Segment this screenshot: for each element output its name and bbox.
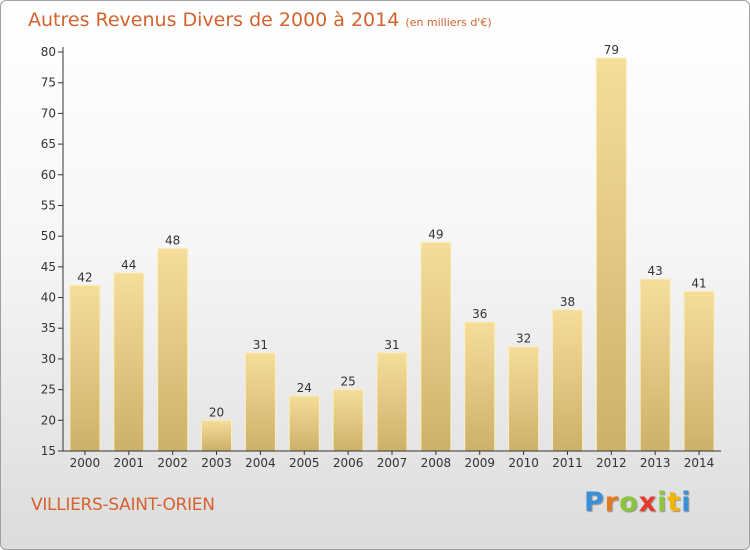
data-label: 44: [121, 258, 136, 272]
logo-letter: i: [657, 487, 668, 518]
x-tick-label: 2004: [245, 456, 276, 470]
x-tick-label: 2013: [640, 456, 671, 470]
chart-unit-label: (en milliers d'€): [405, 16, 492, 29]
x-tick-label: 2009: [464, 456, 495, 470]
chart-title-text: Autres Revenus Divers de 2000 à 2014: [28, 9, 400, 31]
bar-2014: [683, 290, 715, 452]
data-label: 43: [648, 264, 663, 278]
data-label: 32: [516, 332, 531, 346]
x-tick-label: 2001: [114, 456, 145, 470]
bar-2004: [244, 352, 276, 452]
data-label: 20: [209, 405, 224, 419]
y-tick-label: 30: [41, 352, 56, 366]
logo-letter: o: [619, 487, 639, 518]
y-tick-label: 50: [41, 229, 56, 243]
y-tick-label: 20: [41, 413, 56, 427]
x-tick-label: 2014: [684, 456, 715, 470]
y-tick-label: 70: [41, 106, 56, 120]
data-label: 49: [428, 227, 443, 241]
y-tick-label: 75: [41, 76, 56, 90]
bar-2013: [639, 278, 671, 452]
x-tick-label: 2007: [377, 456, 408, 470]
x-tick-label: 2000: [70, 456, 101, 470]
y-tick-label: 80: [41, 45, 56, 59]
proxiti-logo: Proxiti: [584, 487, 692, 518]
bar-2003: [201, 419, 233, 452]
chart-title: Autres Revenus Divers de 2000 à 2014 (en …: [28, 9, 492, 31]
data-label: 48: [165, 233, 180, 247]
data-label: 31: [384, 338, 399, 352]
x-tick-label: 2006: [333, 456, 364, 470]
bar-2005: [288, 395, 320, 452]
y-tick-label: 25: [41, 383, 56, 397]
x-tick-label: 2012: [596, 456, 627, 470]
data-label: 38: [560, 295, 575, 309]
bar-2000: [69, 284, 101, 452]
bar-2009: [464, 321, 496, 452]
data-label: 25: [340, 375, 355, 389]
bar-2010: [508, 346, 540, 452]
logo-letter: x: [638, 487, 658, 518]
bar-2008: [420, 241, 452, 452]
x-tick-label: 2008: [421, 456, 452, 470]
data-label: 36: [472, 307, 487, 321]
data-label: 41: [691, 276, 706, 290]
bar-2001: [113, 272, 145, 452]
bar-2012: [595, 57, 627, 452]
logo-letter: i: [681, 487, 692, 518]
y-tick-label: 65: [41, 137, 56, 151]
x-tick-label: 2003: [201, 456, 232, 470]
x-tick-label: 2011: [552, 456, 583, 470]
bar-2006: [332, 389, 364, 452]
logo-letter: t: [667, 487, 682, 518]
data-label: 24: [297, 381, 312, 395]
x-tick-label: 2010: [508, 456, 539, 470]
y-tick-label: 40: [41, 291, 56, 305]
bar-2002: [157, 247, 189, 452]
data-label: 79: [604, 43, 619, 57]
logo-letter: P: [584, 487, 605, 518]
y-tick-label: 35: [41, 321, 56, 335]
y-tick-label: 45: [41, 260, 56, 274]
location-name: VILLIERS-SAINT-ORIEN: [31, 495, 215, 515]
bar-2011: [551, 309, 583, 452]
y-tick-label: 15: [41, 444, 56, 458]
logo-letter: r: [604, 487, 620, 518]
bar-2007: [376, 352, 408, 452]
y-tick-label: 60: [41, 168, 56, 182]
x-tick-label: 2005: [289, 456, 320, 470]
data-label: 42: [77, 270, 92, 284]
y-tick-label: 55: [41, 198, 56, 212]
x-tick-label: 2002: [157, 456, 188, 470]
data-label: 31: [253, 338, 268, 352]
